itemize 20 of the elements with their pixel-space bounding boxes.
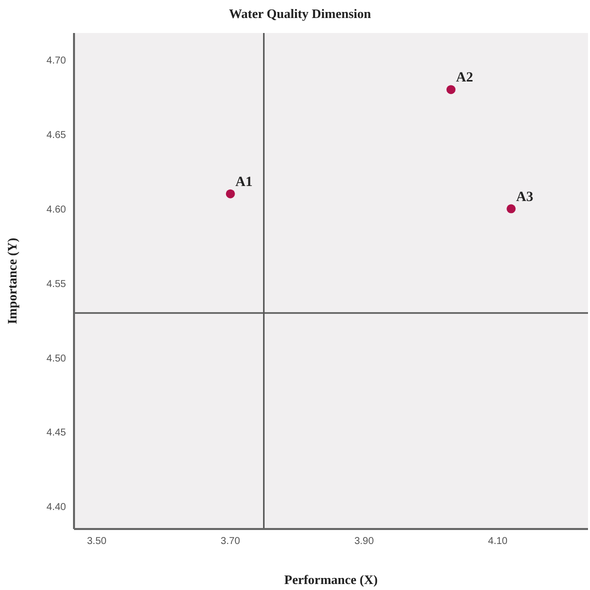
annotation: A2 [456, 70, 474, 86]
x-axis-title: Performance (X) [284, 572, 378, 587]
annotation: A3 [516, 190, 534, 205]
x-tick-label: 3.50 [86, 536, 107, 548]
annotation: A1 [235, 174, 253, 190]
x-tick-label: 4.10 [488, 536, 508, 548]
y-axis-title: Importance (Y) [4, 238, 20, 324]
y-tick-label: 4.40 [46, 502, 66, 514]
y-tick-label: 4.60 [46, 204, 66, 216]
y-tick-label: 4.65 [46, 130, 66, 141]
chart-title: Water Quality Dimension [228, 6, 372, 21]
y-tick-label: 4.55 [46, 278, 66, 290]
point [226, 189, 235, 198]
x-tick-label: 3.90 [354, 536, 374, 548]
y-tick-label: 4.45 [46, 428, 66, 439]
point [506, 204, 516, 214]
x-tick-label: 3.70 [220, 536, 241, 548]
y-tick-label: 4.70 [46, 55, 66, 66]
y-tick-label: 4.50 [46, 353, 66, 364]
point [446, 85, 456, 94]
